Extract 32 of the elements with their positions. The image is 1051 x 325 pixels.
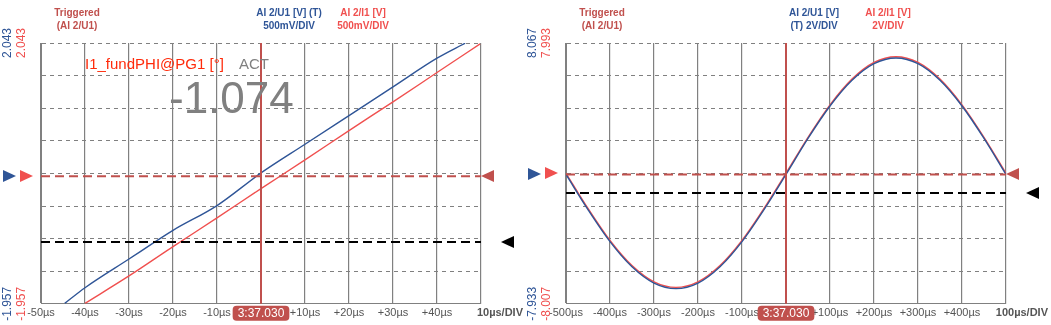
text: AI 2/U1 [V] (T) 500mV/DIV bbox=[256, 7, 322, 31]
x-tick-label: +100µs bbox=[811, 306, 849, 319]
text: Triggered (AI 2/U1) bbox=[579, 7, 625, 31]
x-tick-label: -40µs bbox=[71, 306, 100, 319]
x-tick-label: -10µs bbox=[203, 306, 232, 319]
x-tick-label: +300µs bbox=[899, 306, 937, 319]
x-tick-label: -20µs bbox=[159, 306, 188, 319]
x-tick-label: +10µs bbox=[289, 306, 321, 319]
x-tick-label: -500µs bbox=[549, 306, 584, 319]
text: 3:37.030 bbox=[762, 306, 810, 321]
text: 100µs/DIV bbox=[995, 306, 1049, 319]
x-tick-label: -200µs bbox=[681, 306, 716, 319]
y-tick-label: -7.933 bbox=[525, 286, 540, 321]
x-tick-label: +20µs bbox=[333, 306, 365, 319]
text: Triggered (AI 2/U1) bbox=[54, 7, 100, 31]
x-tick-label: -400µs bbox=[593, 306, 628, 319]
x-tick-label: -30µs bbox=[115, 306, 144, 319]
text: 3:37.030 bbox=[237, 306, 285, 321]
x-tick-label: +200µs bbox=[855, 306, 893, 319]
annotation: I1_fundPHI@PG1 [°] bbox=[85, 55, 224, 72]
x-tick-label: +40µs bbox=[421, 306, 453, 319]
text: AI 2/I1 [V] 500mV/DIV bbox=[337, 7, 390, 31]
x-tick-label: +400µs bbox=[943, 306, 981, 319]
y-tick-label: 8.067 bbox=[525, 27, 540, 59]
x-tick-label: -100µs bbox=[725, 306, 760, 319]
text: AI 2/I1 [V] 2V/DIV bbox=[865, 7, 911, 31]
x-tick-label: -300µs bbox=[637, 306, 672, 319]
x-tick-label: -50µs bbox=[27, 306, 56, 319]
y2-tick-label: 7.993 bbox=[539, 27, 554, 59]
x-tick-label: +30µs bbox=[377, 306, 409, 319]
text: AI 2/U1 [V] (T) 2V/DIV bbox=[788, 7, 840, 31]
text: 10µs/DIV bbox=[476, 306, 524, 319]
